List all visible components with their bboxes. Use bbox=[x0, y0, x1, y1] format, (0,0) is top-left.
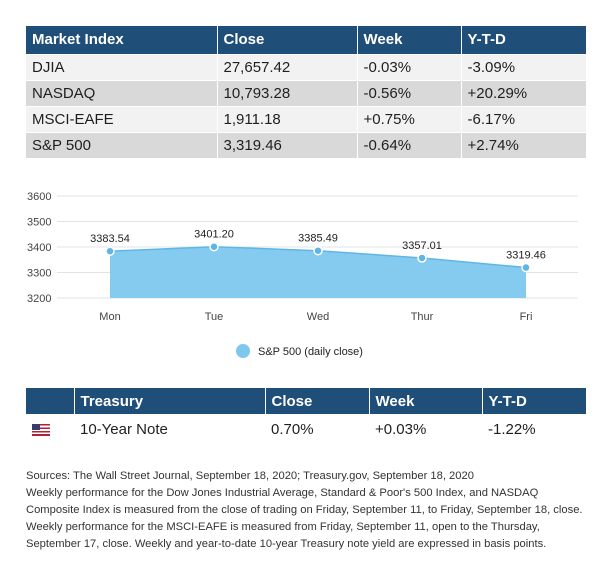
data-point bbox=[417, 253, 427, 263]
index-name: DJIA bbox=[26, 53, 218, 80]
y-tick-label: 3200 bbox=[27, 293, 51, 305]
data-point bbox=[209, 241, 219, 252]
treasury-close: 0.70% bbox=[265, 414, 369, 444]
index-close: 1,911.18 bbox=[217, 105, 358, 132]
y-tick-label: 3400 bbox=[27, 242, 51, 254]
y-tick-label: 3300 bbox=[27, 268, 51, 280]
x-tick-label: Thur bbox=[411, 311, 434, 323]
market-index-table: Market Index Close Week Y-T-D DJIA 27,65… bbox=[26, 26, 586, 158]
index-week: -0.64% bbox=[357, 131, 462, 158]
treasury-week: +0.03% bbox=[369, 414, 482, 444]
x-tick-label: Wed bbox=[307, 311, 329, 323]
legend-swatch bbox=[236, 344, 250, 358]
data-label: 3357.01 bbox=[402, 240, 442, 252]
index-ytd: -3.09% bbox=[461, 53, 586, 80]
table-row: 10-Year Note 0.70% +0.03% -1.22% bbox=[26, 414, 586, 444]
data-label: 3401.20 bbox=[194, 229, 234, 241]
header-close: Close bbox=[265, 388, 370, 414]
index-name: NASDAQ bbox=[26, 79, 218, 106]
data-label: 3385.49 bbox=[298, 233, 338, 245]
x-tick-label: Mon bbox=[99, 311, 120, 323]
data-label: 3383.54 bbox=[90, 233, 130, 245]
index-ytd: +20.29% bbox=[461, 79, 586, 106]
index-ytd: -6.17% bbox=[461, 105, 586, 132]
header-close: Close bbox=[217, 26, 358, 54]
market-table-header: Market Index Close Week Y-T-D bbox=[26, 26, 586, 54]
index-close: 27,657.42 bbox=[217, 53, 358, 80]
sp500-chart: 3200 3300 3400 3500 3600 3383.54 3401.20 3385.4… bbox=[0, 180, 614, 370]
x-tick-label: Fri bbox=[520, 311, 533, 323]
treasury-table: Treasury Close Week Y-T-D 10-Year Note 0… bbox=[26, 388, 586, 444]
table-row: NASDAQ 10,793.28 -0.56% +20.29% bbox=[26, 79, 586, 106]
header-ytd: Y-T-D bbox=[461, 26, 586, 54]
data-point bbox=[313, 245, 323, 256]
table-row: MSCI-EAFE 1,911.18 +0.75% -6.17% bbox=[26, 105, 586, 132]
data-label: 3319.46 bbox=[506, 250, 546, 262]
index-week: -0.56% bbox=[357, 79, 462, 106]
index-ytd: +2.74% bbox=[461, 131, 586, 158]
x-tick-label: Tue bbox=[205, 311, 224, 323]
table-row: S&P 500 3,319.46 -0.64% +2.74% bbox=[26, 131, 586, 158]
header-week: Week bbox=[357, 26, 462, 54]
treasury-ytd: -1.22% bbox=[482, 414, 586, 444]
header-week: Week bbox=[369, 388, 483, 414]
methodology-note: Weekly performance for the Dow Jones Ind… bbox=[26, 487, 583, 550]
sp500-chart-svg: 3200 3300 3400 3500 3600 3383.54 3401.20 3385.4… bbox=[27, 191, 578, 358]
index-week: -0.03% bbox=[357, 53, 462, 80]
data-point bbox=[105, 246, 115, 256]
index-name: S&P 500 bbox=[26, 131, 218, 158]
sources-note: Sources: The Wall Street Journal, Septem… bbox=[26, 470, 474, 482]
index-close: 3,319.46 bbox=[217, 131, 358, 158]
table-row: DJIA 27,657.42 -0.03% -3.09% bbox=[26, 53, 586, 80]
header-market-index: Market Index bbox=[26, 26, 218, 54]
y-tick-label: 3600 bbox=[27, 191, 51, 203]
index-name: MSCI-EAFE bbox=[26, 105, 218, 132]
treasury-table-header: Treasury Close Week Y-T-D bbox=[26, 388, 586, 414]
data-point bbox=[521, 262, 531, 273]
index-close: 10,793.28 bbox=[217, 79, 358, 106]
index-week: +0.75% bbox=[357, 105, 462, 132]
header-flag bbox=[26, 388, 75, 414]
us-flag-icon bbox=[32, 423, 50, 436]
header-treasury: Treasury bbox=[74, 388, 266, 414]
header-ytd: Y-T-D bbox=[482, 388, 586, 414]
footnotes: Sources: The Wall Street Journal, Septem… bbox=[26, 468, 594, 553]
flag-cell bbox=[26, 414, 74, 444]
treasury-name: 10-Year Note bbox=[74, 414, 265, 444]
y-tick-label: 3500 bbox=[27, 217, 51, 229]
legend-label: S&P 500 (daily close) bbox=[258, 346, 363, 358]
